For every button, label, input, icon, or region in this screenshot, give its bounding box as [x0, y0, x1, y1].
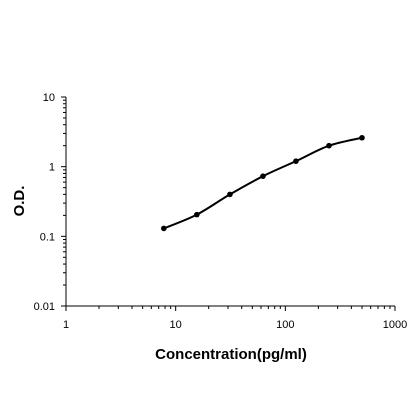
data-point — [359, 134, 365, 141]
x-tick-label: 1000 — [383, 319, 407, 331]
data-point — [227, 191, 233, 198]
data-points — [161, 134, 365, 232]
data-point — [161, 225, 167, 232]
y-axis-title: O.D. — [11, 186, 28, 217]
y-tick-label: 0.01 — [34, 301, 55, 313]
x-tick-label: 100 — [276, 319, 294, 331]
fit-curve — [163, 136, 363, 230]
y-tick-label: 0.1 — [40, 231, 55, 243]
data-point — [194, 211, 200, 218]
y-tick-label: 10 — [43, 92, 55, 104]
data-point — [293, 158, 299, 164]
tick-marks — [61, 96, 396, 311]
data-point — [326, 142, 332, 149]
data-point — [260, 173, 266, 179]
fit-curve-layer — [163, 136, 363, 230]
axes — [65, 97, 395, 307]
x-tick-label: 10 — [170, 319, 182, 331]
x-tick-label: 1 — [63, 319, 69, 331]
y-tick-label: 1 — [49, 162, 55, 174]
tick-labels: 1 10 100 1000 0.01 0.1 1 10 — [34, 92, 408, 331]
x-axis-title: Concentration(pg/ml) — [155, 346, 307, 363]
